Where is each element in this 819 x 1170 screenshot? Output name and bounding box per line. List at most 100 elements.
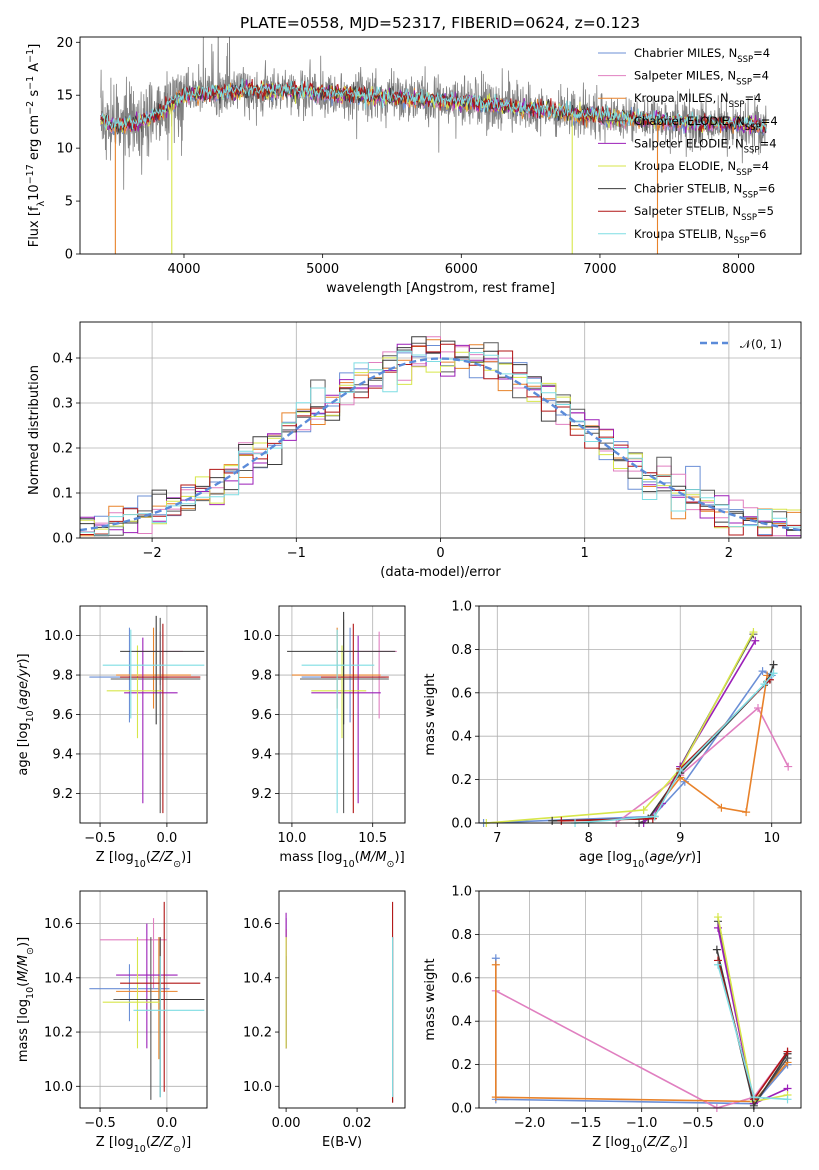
y-tick-label: 0.0 bbox=[52, 532, 73, 547]
metallicity-mass-panel: −0.5 0.0 10.0 10.2 10.4 10.6 Z [log10(Z/Z⊙)] ma… bbox=[16, 890, 208, 1155]
y-tick-label: 20 bbox=[56, 36, 73, 51]
y-axis-label: mass [log10(M/M⊙)] bbox=[16, 937, 36, 1062]
histogram-step-line bbox=[80, 343, 801, 537]
weight-line bbox=[575, 672, 775, 824]
histogram-step-line bbox=[80, 350, 801, 536]
axes-frame bbox=[278, 890, 406, 1109]
weight-marker bbox=[491, 960, 500, 969]
y-axis-label: mass weight bbox=[423, 673, 438, 755]
x-tick-label: −0.5 bbox=[84, 1116, 116, 1131]
weight-line bbox=[483, 670, 773, 824]
weight-marker bbox=[754, 703, 763, 712]
y-tick-label: 0.3 bbox=[52, 397, 73, 412]
weight-line bbox=[717, 964, 788, 1101]
residual-histogram-panel: −2 −1 0 1 2 0.0 0.1 0.2 0.3 0.4 (data-model)/error… bbox=[27, 321, 802, 580]
y-tick-label: 0.8 bbox=[451, 928, 472, 943]
y-tick-label: 9.8 bbox=[52, 669, 73, 684]
weight-line bbox=[615, 706, 789, 824]
x-tick-label: −2 bbox=[143, 546, 162, 561]
y-tick-label: 10.0 bbox=[243, 629, 272, 644]
y-tick-label: 10.4 bbox=[44, 971, 73, 986]
y-tick-label: 0.0 bbox=[451, 817, 472, 832]
x-axis-label: E(B-V) bbox=[322, 1135, 362, 1150]
x-tick-label: −1 bbox=[287, 546, 306, 561]
y-tick-label: 9.6 bbox=[251, 708, 272, 723]
axes-frame bbox=[478, 605, 802, 824]
y-axis-label: age [log10(age/yr)] bbox=[16, 653, 36, 775]
y-tick-label: 10.2 bbox=[44, 1026, 73, 1041]
x-tick-label: 0.0 bbox=[157, 1116, 178, 1131]
x-tick-label: 5000 bbox=[306, 262, 339, 277]
x-tick-label: 7000 bbox=[583, 262, 616, 277]
weight-marker bbox=[717, 803, 726, 812]
legend-label: Kroupa ELODIE, NSSP=4 bbox=[634, 159, 769, 178]
legend-label: 𝒩(0, 1) bbox=[740, 337, 782, 351]
legend-label: Salpeter ELODIE, NSSP=4 bbox=[634, 136, 777, 155]
weight-marker bbox=[676, 766, 685, 775]
grid bbox=[479, 890, 801, 1109]
x-tick-label: −2.0 bbox=[514, 1116, 546, 1131]
y-tick-label: 9.8 bbox=[251, 669, 272, 684]
plot-area bbox=[89, 901, 205, 1100]
axes-frame bbox=[478, 890, 802, 1109]
y-tick-label: 0.2 bbox=[451, 773, 472, 788]
legend-label: Kroupa STELIB, NSSP=6 bbox=[634, 227, 766, 246]
grid bbox=[80, 606, 207, 823]
x-tick-label: 8000 bbox=[722, 262, 755, 277]
x-tick-label: 10.0 bbox=[277, 831, 306, 846]
grid bbox=[479, 605, 801, 824]
y-tick-label: 1.0 bbox=[451, 600, 472, 615]
x-tick-label: 7 bbox=[493, 831, 501, 846]
weight-marker bbox=[548, 816, 557, 825]
histogram-step-line bbox=[80, 343, 801, 537]
weight-marker bbox=[650, 812, 659, 821]
age-weight-panel: 7 8 9 10 0.0 0.2 0.4 0.6 0.8 1.0 age [log10(age/yr… bbox=[423, 600, 802, 870]
x-tick-label: 9 bbox=[676, 831, 684, 846]
y-tick-label: 10.0 bbox=[44, 629, 73, 644]
weight-line bbox=[561, 679, 771, 822]
y-tick-label: 10.0 bbox=[44, 1080, 73, 1095]
y-tick-label: 15 bbox=[56, 89, 73, 104]
axes-frame bbox=[79, 321, 802, 539]
plot-area bbox=[100, 37, 767, 254]
figure-title: PLATE=0558, MJD=52317, FIBERID=0624, z=0… bbox=[240, 14, 640, 32]
y-tick-label: 10 bbox=[56, 142, 73, 157]
x-tick-label: 10.5 bbox=[358, 831, 387, 846]
x-tick-label: 1 bbox=[581, 546, 589, 561]
legend-label: Kroupa MILES, NSSP=4 bbox=[634, 91, 761, 110]
plot-area bbox=[491, 913, 792, 1112]
metallicity-age-panel: −0.5 0.0 9.2 9.4 9.6 9.8 10.0 Z [log10(Z/Z⊙)] ag… bbox=[16, 605, 208, 870]
x-axis-label: (data-model)/error bbox=[380, 565, 501, 580]
weight-marker bbox=[557, 816, 566, 825]
normal-reference-curve bbox=[79, 357, 802, 532]
x-axis-label: wavelength [Angstrom, rest frame] bbox=[326, 281, 555, 296]
y-tick-label: 0.0 bbox=[451, 1102, 472, 1117]
x-axis-label: Z [log10(Z/Z⊙)] bbox=[592, 1135, 687, 1155]
x-tick-label: 8 bbox=[585, 831, 593, 846]
y-tick-label: 10.4 bbox=[243, 971, 272, 986]
legend-label: Chabrier MILES, NSSP=4 bbox=[634, 46, 770, 65]
weight-line bbox=[552, 664, 775, 822]
legend-label: Salpeter MILES, NSSP=4 bbox=[634, 69, 769, 88]
y-tick-label: 0.6 bbox=[451, 971, 472, 986]
weight-marker bbox=[758, 667, 767, 676]
y-tick-label: 9.4 bbox=[52, 747, 73, 762]
y-tick-label: 0.4 bbox=[451, 1015, 472, 1030]
x-tick-label: −1.5 bbox=[570, 1116, 602, 1131]
plot-area bbox=[89, 615, 205, 814]
y-tick-label: 0.8 bbox=[451, 643, 472, 658]
x-tick-label: 0.00 bbox=[272, 1116, 301, 1131]
weight-marker bbox=[783, 1047, 792, 1056]
plot-area bbox=[285, 901, 394, 1103]
weight-marker bbox=[713, 960, 722, 969]
y-axis-label: mass weight bbox=[423, 958, 438, 1040]
x-tick-label: −0.5 bbox=[84, 831, 116, 846]
y-tick-label: 0.6 bbox=[451, 686, 472, 701]
plot-area bbox=[287, 611, 397, 814]
x-axis-label: Z [log10(Z/Z⊙)] bbox=[96, 850, 191, 870]
x-tick-label: 0 bbox=[436, 546, 444, 561]
plot-area bbox=[479, 628, 793, 827]
weight-marker bbox=[742, 808, 751, 817]
y-tick-label: 9.2 bbox=[251, 787, 272, 802]
metallicity-weight-panel: −2.0 −1.5 −1.0 −0.5 0.0 0.0 0.2 0.4 0.6 0.8 1.0 Z [… bbox=[423, 885, 802, 1155]
